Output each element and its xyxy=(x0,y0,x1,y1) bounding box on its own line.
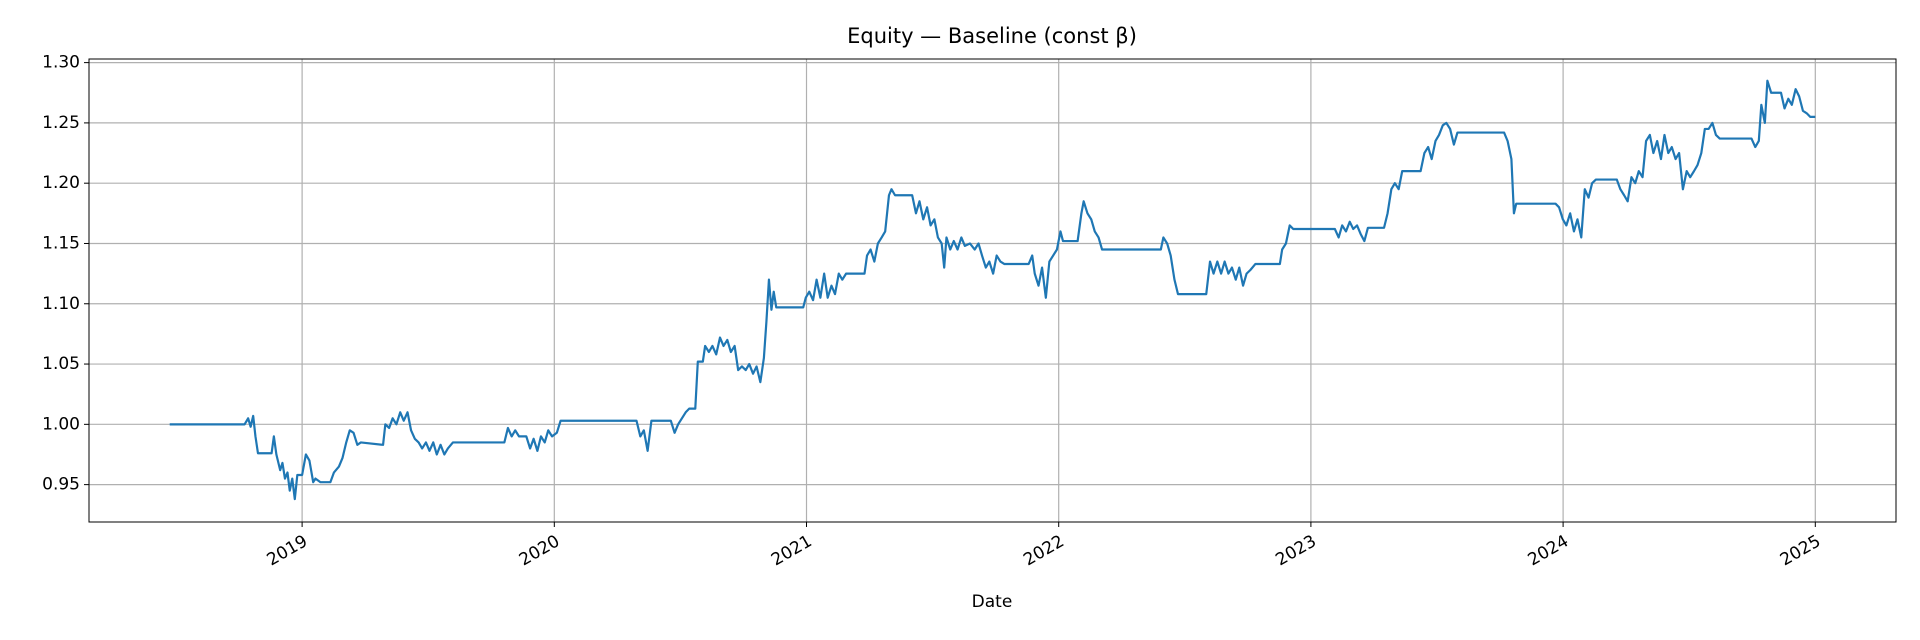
y-tick-label: 1.25 xyxy=(42,113,80,133)
x-axis-label: Date xyxy=(972,592,1013,612)
y-tick-label: 0.95 xyxy=(42,475,80,495)
y-tick-label: 1.00 xyxy=(42,414,80,434)
x-tick-label: 2025 xyxy=(1777,531,1824,570)
chart-title: Equity — Baseline (const β) xyxy=(847,24,1137,48)
x-tick-label: 2019 xyxy=(264,531,311,570)
x-tick-label: 2022 xyxy=(1020,531,1067,570)
equity-line xyxy=(169,79,1816,501)
plot-frame xyxy=(88,58,1897,523)
y-tick-label: 1.20 xyxy=(42,173,80,193)
y-tick-label: 1.10 xyxy=(42,294,80,314)
x-tick-label: 2023 xyxy=(1272,531,1319,570)
x-tick-label: 2024 xyxy=(1525,531,1572,570)
y-tick-label: 1.15 xyxy=(42,233,80,253)
y-tick-label: 1.30 xyxy=(42,53,80,73)
y-tick-label: 1.05 xyxy=(42,354,80,374)
x-tick-label: 2020 xyxy=(516,531,563,570)
x-tick-label: 2021 xyxy=(768,531,815,570)
